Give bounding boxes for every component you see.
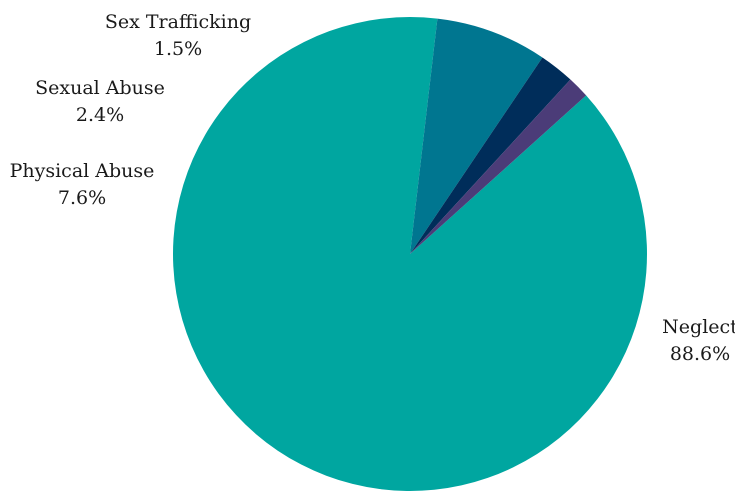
slice-sexual-abuse xyxy=(410,57,571,255)
slice-neglect xyxy=(173,16,648,491)
label-percent: 7.6% xyxy=(58,187,106,209)
label-name: Sexual Abuse xyxy=(35,77,165,99)
label-sex-trafficking: Sex Trafficking 1.5% xyxy=(105,11,251,60)
label-physical-abuse: Physical Abuse 7.6% xyxy=(10,160,155,209)
slice-physical-abuse xyxy=(410,18,543,255)
label-percent: 88.6% xyxy=(670,343,730,365)
slice-labels: Neglect 88.6% Physical Abuse 7.6% Sexual Abu… xyxy=(10,11,735,365)
pie-slices xyxy=(173,16,648,491)
label-percent: 2.4% xyxy=(76,104,124,126)
label-neglect: Neglect 88.6% xyxy=(662,316,735,365)
label-name: Neglect xyxy=(662,316,735,338)
slice-sex-trafficking xyxy=(410,79,587,254)
label-sexual-abuse: Sexual Abuse 2.4% xyxy=(35,77,165,126)
label-percent: 1.5% xyxy=(154,38,202,60)
label-name: Sex Trafficking xyxy=(105,11,251,33)
label-name: Physical Abuse xyxy=(10,160,155,182)
